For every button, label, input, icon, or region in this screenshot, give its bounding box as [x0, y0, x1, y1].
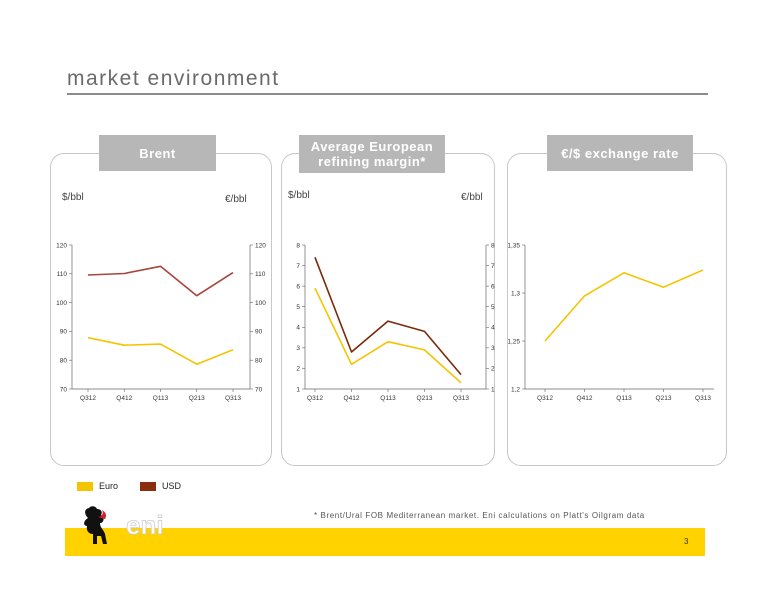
brent-y-tick-label: 120	[56, 242, 67, 249]
refining-y-tick-label: 2	[296, 366, 300, 373]
brent-x-tick-label: Q312	[80, 395, 96, 402]
legend: Euro USD	[77, 481, 181, 491]
refining-margin-panel-title: Average European refining margin*	[299, 135, 445, 173]
eni-logo-wordmark: eni	[126, 510, 164, 540]
refining-margin-panel	[281, 153, 495, 466]
brent-unit-left: $/bbl	[62, 192, 84, 203]
refining-margin-unit-left: $/bbl	[288, 190, 310, 201]
brent-series-euro-line	[87, 336, 234, 366]
footer-bar	[65, 528, 705, 556]
refining-x-tick-label: Q412	[344, 395, 360, 402]
refining-x-tick-label: Q113	[380, 395, 396, 402]
fx-y-tick-label: 1,25	[507, 338, 520, 345]
refining-y-tick-label-right: 8	[491, 242, 495, 249]
brent-unit-right: €/bbl	[225, 194, 247, 205]
refining-x-tick-label: Q313	[453, 395, 469, 402]
refining-y-tick-label-right: 5	[491, 304, 495, 311]
brent-y-tick-label-right: 120	[255, 242, 266, 249]
legend-label-euro: Euro	[99, 481, 119, 491]
refining-y-tick-label: 8	[296, 242, 300, 249]
refining-y-tick-label-right: 3	[491, 345, 495, 352]
brent-y-tick-label: 90	[60, 329, 68, 336]
fx-x-tick-label: Q412	[577, 395, 593, 402]
refining-margin-unit-right: €/bbl	[461, 192, 483, 203]
brent-y-tick-label: 110	[57, 271, 68, 278]
refining-y-tick-label-right: 6	[491, 283, 495, 290]
brent-y-tick-label: 70	[60, 386, 68, 393]
refining-series-euro-line	[314, 287, 462, 384]
footnote: * Brent/Ural FOB Mediterranean market. E…	[314, 511, 645, 520]
fx-y-tick-label: 1,2	[511, 386, 520, 393]
exchange-rate-panel-title: €/$ exchange rate	[547, 135, 693, 171]
brent-series-usd-line	[87, 265, 234, 297]
exchange-rate-panel	[507, 153, 727, 466]
fx-series-euro-line	[544, 269, 704, 342]
dog-icon	[84, 506, 107, 544]
refining-y-tick-label: 5	[296, 304, 300, 311]
refining-series-usd-line	[314, 257, 462, 376]
page-number: 3	[684, 537, 689, 546]
brent-y-tick-label-right: 80	[255, 358, 263, 365]
brent-x-tick-label: Q213	[189, 395, 205, 402]
brent-y-tick-label: 80	[60, 358, 68, 365]
refining-y-tick-label: 4	[296, 325, 300, 332]
brent-x-tick-label: Q313	[225, 395, 241, 402]
refining-y-tick-label-right: 2	[491, 366, 495, 373]
eni-logo: eni	[84, 506, 164, 544]
brent-y-tick-label-right: 70	[255, 386, 263, 393]
refining-y-tick-label-right: 1	[491, 386, 495, 393]
legend-swatch-usd	[140, 481, 157, 491]
fx-y-tick-label: 1,35	[507, 242, 520, 249]
brent-y-tick-label: 100	[56, 300, 67, 307]
refining-y-tick-label-right: 7	[491, 263, 495, 270]
refining-y-tick-label-right: 4	[491, 325, 495, 332]
brent-panel-title: Brent	[99, 135, 216, 171]
brent-y-tick-label-right: 100	[255, 300, 266, 307]
title-divider	[67, 93, 708, 95]
page-title: market environment	[67, 67, 280, 90]
legend-label-usd: USD	[162, 481, 182, 491]
fx-x-tick-label: Q213	[656, 395, 672, 402]
refining-y-tick-label: 1	[296, 386, 300, 393]
refining-y-tick-label: 3	[296, 345, 300, 352]
refining-x-tick-label: Q312	[307, 395, 323, 402]
legend-swatch-euro	[77, 481, 93, 491]
refining-y-tick-label: 6	[296, 283, 300, 290]
brent-y-tick-label-right: 110	[255, 271, 266, 278]
refining-y-tick-label: 7	[296, 263, 300, 270]
fx-x-tick-label: Q313	[695, 395, 711, 402]
refining-x-tick-label: Q213	[417, 395, 433, 402]
fx-x-tick-label: Q312	[537, 395, 553, 402]
brent-x-tick-label: Q113	[153, 395, 169, 402]
brent-y-tick-label-right: 90	[255, 329, 263, 336]
fx-x-tick-label: Q113	[616, 395, 632, 402]
fx-y-tick-label: 1,3	[511, 290, 520, 297]
brent-x-tick-label: Q412	[116, 395, 132, 402]
